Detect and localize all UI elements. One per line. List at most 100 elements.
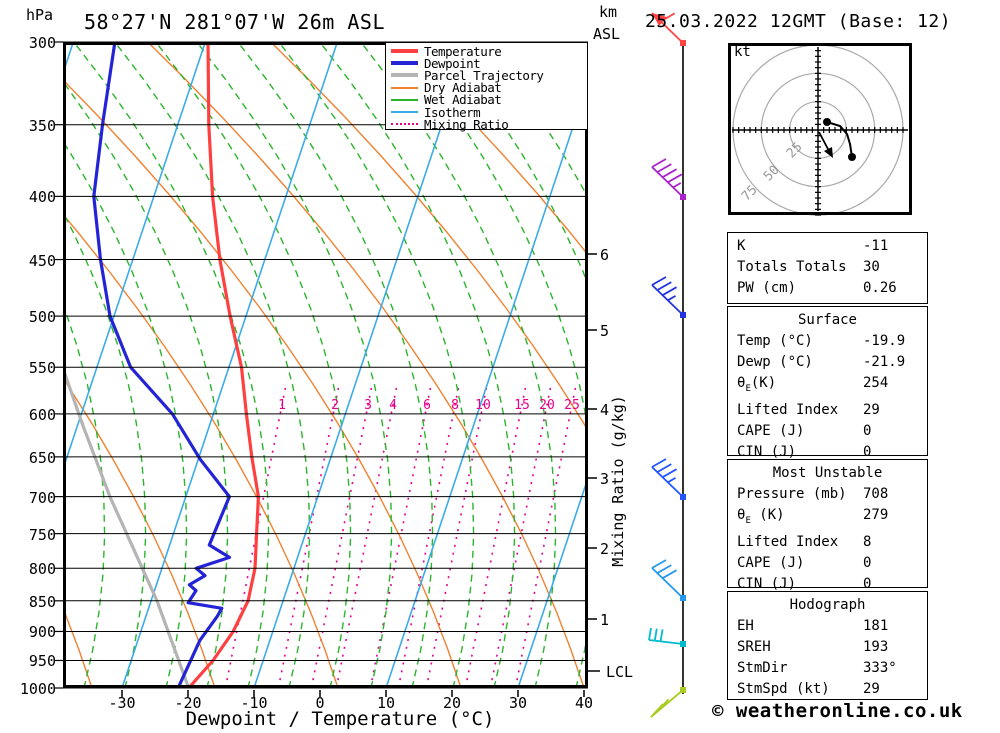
dewpoint-curve — [92, 42, 232, 688]
pressure-tick-label: 750 — [28, 525, 56, 544]
temperature-tick-label: 40 — [574, 694, 594, 712]
legend-item-label: Mixing Ratio — [424, 116, 509, 132]
panel-row: Dewp (°C) -21.9 — [728, 352, 927, 373]
mixing-ratio-axis-label: Mixing Ratio (g/kg) — [609, 395, 627, 567]
panel-row: K -11 — [728, 236, 927, 257]
panel-row-label: Dewp (°C) — [737, 354, 813, 370]
legend-box: Temperature Dewpoint Parcel Trajectory Dry … — [385, 42, 588, 132]
panel-row-value: 0 — [863, 575, 872, 592]
legend-line-sample-icon — [391, 86, 418, 89]
isotherm-line — [63, 42, 207, 472]
panel-row: CIN (J) 0 — [728, 574, 927, 595]
storm-motion-arrow — [818, 131, 830, 152]
wet-adiabat-line — [319, 42, 516, 688]
temperature-tick-label: -20 — [174, 694, 202, 712]
mixing-ratio-label: 3 — [364, 398, 372, 413]
panel-row: Temp (°C) -19.9 — [728, 331, 927, 352]
dry-adiabat-line — [63, 78, 462, 688]
mixing-ratio-line — [335, 381, 399, 688]
mixing-ratio-line — [310, 381, 374, 688]
panel-row-value: 0.26 — [863, 280, 897, 296]
pressure-tick-label: 300 — [28, 34, 56, 52]
panel-row: Totals Totals 30 — [728, 257, 927, 278]
plot-area — [63, 42, 588, 688]
panel-row-label: θE(K) — [737, 375, 777, 394]
panel-row-label: StmDir — [737, 660, 788, 676]
legend-item: Dewpoint — [386, 55, 587, 71]
legend-line-sample-icon — [391, 111, 418, 114]
surface-panel: Surface Temp (°C) -19.9 Dewp (°C) -21.9 θE(K)… — [727, 306, 928, 460]
mixing-ratio-label: 20 — [539, 398, 555, 413]
indices-panel: K -11 Totals Totals 30 PW (cm) 0.26 — [727, 232, 928, 304]
wind-barb — [651, 12, 686, 46]
legend-item-label: Dry Adiabat — [424, 80, 502, 96]
plot-border — [63, 42, 588, 688]
panel-title: Most Unstable — [772, 465, 883, 481]
km-tick-label: 3 — [600, 470, 610, 488]
mixing-ratio-label: 8 — [451, 398, 459, 413]
isotherm-line — [253, 42, 471, 688]
pressure-tick-label: 500 — [28, 308, 56, 327]
lcl-marker-label: LCL — [606, 663, 634, 681]
pressure-tick-label: 600 — [28, 405, 56, 424]
panel-row-value: 0 — [863, 443, 872, 460]
hodograph-unit-label: kt — [734, 44, 751, 60]
hodograph-stats-panel: Hodograph EH 181 SREH 193 StmDir 333° StmSpd (k… — [727, 591, 928, 700]
pressure-tick-label: 400 — [28, 188, 56, 207]
temperature-tick-label: -30 — [108, 694, 136, 712]
copyright-text: © weatheronline.co.uk — [712, 700, 963, 722]
pressure-tick-label: 450 — [28, 251, 56, 270]
panel-row-label: CIN (J) — [737, 443, 797, 460]
panel-row-value: -11 — [863, 238, 889, 254]
mixing-ratio-line — [397, 381, 461, 688]
panel-row-label: CAPE (J) — [737, 422, 805, 439]
panel-row-label: CIN (J) — [737, 575, 797, 592]
mixing-ratio-line — [277, 381, 341, 688]
legend-item-label: Isotherm — [424, 104, 481, 120]
panel-row-value: 29 — [863, 681, 880, 697]
pressure-tick-label: 650 — [28, 448, 56, 467]
legend-line-sample-icon — [391, 98, 418, 101]
temperature-tick-label: 20 — [442, 694, 462, 712]
panel-row: Lifted Index 29 — [728, 400, 927, 421]
panel-row: Pressure (mb) 708 — [728, 484, 927, 505]
legend-line-sample-icon — [391, 61, 418, 66]
wet-adiabat-line — [237, 42, 434, 688]
mixing-ratio-line — [425, 381, 489, 688]
wet-adiabat-line — [63, 80, 229, 688]
pressure-tick-label: 850 — [28, 592, 56, 611]
panel-row-value: -21.9 — [863, 354, 906, 370]
wet-adiabat-line — [155, 42, 352, 688]
legend-item: Wet Adiabat — [386, 92, 587, 107]
pressure-tick-label: 1000 — [19, 680, 56, 698]
wet-adiabat-line — [73, 42, 270, 688]
pressure-tick-label: 700 — [28, 488, 56, 507]
dry-adiabat-line — [63, 376, 216, 688]
panel-row-value: 181 — [863, 618, 889, 634]
wet-adiabat-line — [63, 140, 188, 688]
pressure-axis-unit: hPa — [26, 6, 54, 24]
dry-adiabat-line — [393, 42, 588, 256]
mixing-ratio-line — [489, 381, 553, 688]
wind-barb — [651, 458, 686, 500]
wet-adiabat-line — [63, 302, 106, 688]
pressure-tick-label: 350 — [28, 116, 56, 135]
asl-axis-label: ASL — [593, 25, 621, 43]
panel-row-label: SREH — [737, 639, 771, 655]
legend-item-label: Dewpoint — [424, 55, 481, 71]
panel-row: θE (K) 279 — [728, 505, 927, 532]
panel-row-label: PW (cm) — [737, 280, 797, 296]
wet-adiabat-line — [278, 42, 475, 688]
panel-row: CAPE (J) 0 — [728, 553, 927, 574]
legend-line-sample-icon — [391, 73, 418, 78]
panel-row-label: EH — [737, 618, 754, 634]
hodograph-trace — [826, 121, 853, 158]
mixing-ratio-label: 4 — [389, 398, 397, 413]
dry-adiabat-line — [270, 42, 588, 432]
mixing-ratio-label: 1 — [278, 398, 286, 413]
panel-row-label: θE (K) — [737, 507, 785, 526]
panel-row-label: StmSpd (kt) — [737, 681, 830, 697]
panel-row: StmDir 333° — [728, 658, 927, 679]
